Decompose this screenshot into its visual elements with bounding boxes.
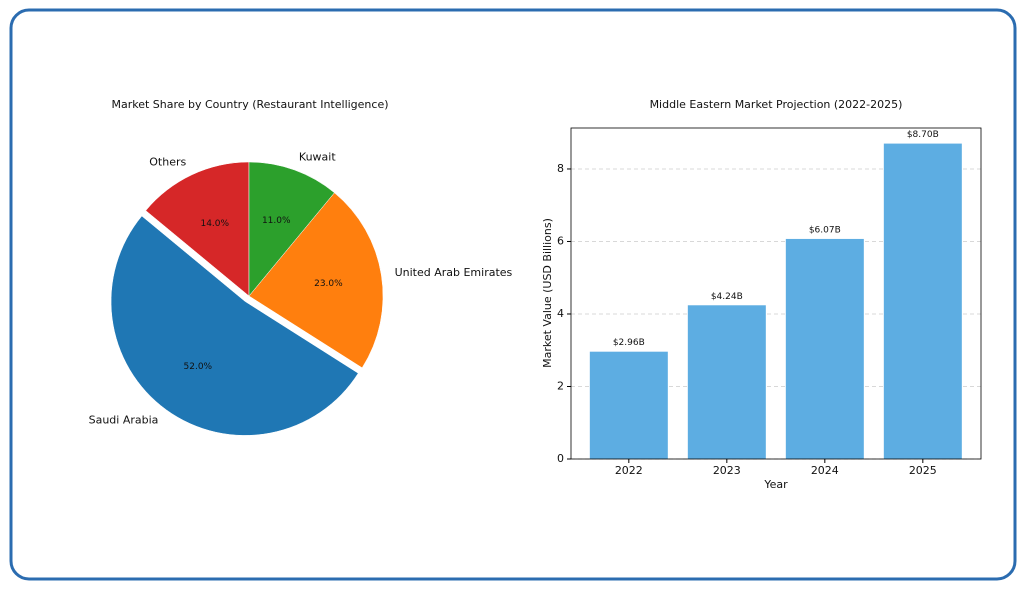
y-tick-label: 4 <box>557 307 564 320</box>
pie-slice <box>248 192 384 369</box>
pie-title: Market Share by Country (Restaurant Inte… <box>111 98 388 111</box>
pie-category-label: Others <box>149 156 186 169</box>
pie-slice <box>145 161 250 297</box>
pie-category-label: Kuwait <box>299 150 336 163</box>
y-tick-label: 6 <box>557 234 564 247</box>
x-tick-label: 2025 <box>909 464 937 477</box>
bar <box>785 238 864 459</box>
pie-slice <box>110 215 359 436</box>
y-tick-label: 0 <box>557 452 564 465</box>
x-tick-label: 2022 <box>615 464 643 477</box>
bar <box>589 351 668 459</box>
x-tick-label: 2023 <box>713 464 741 477</box>
y-axis-label: Market Value (USD Billions) <box>541 218 554 368</box>
pie-percent-label: 11.0% <box>262 216 291 226</box>
pie-percent-label: 52.0% <box>184 362 213 372</box>
pie-percent-label: 23.0% <box>314 279 343 289</box>
bar <box>883 143 962 459</box>
pie-slice <box>248 161 335 297</box>
plot-frame <box>570 127 982 460</box>
y-tick-label: 8 <box>557 162 564 175</box>
bar-title: Middle Eastern Market Projection (2022-2… <box>650 98 903 111</box>
pie-category-label: Saudi Arabia <box>89 414 159 427</box>
x-axis-label: Year <box>763 478 788 491</box>
y-tick-label: 2 <box>557 379 564 392</box>
pie-category-label: United Arab Emirates <box>395 266 513 279</box>
bar-value-label: $8.70B <box>907 130 939 140</box>
x-tick-label: 2024 <box>811 464 839 477</box>
pie-percent-label: 14.0% <box>200 219 229 229</box>
bar-value-label: $4.24B <box>711 292 743 302</box>
bar-value-label: $6.07B <box>809 225 841 235</box>
bar <box>687 305 766 459</box>
bar-value-label: $2.96B <box>613 338 645 348</box>
